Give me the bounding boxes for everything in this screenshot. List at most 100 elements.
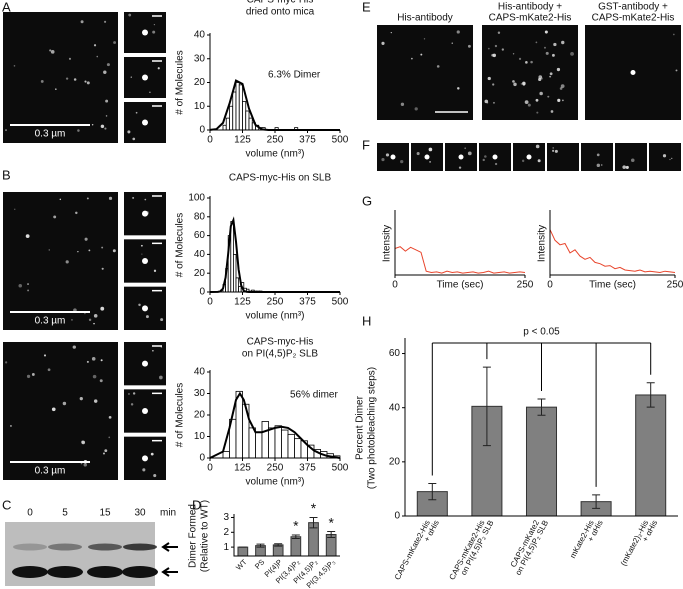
spot [160,318,164,322]
spot [512,80,515,83]
band [122,566,158,578]
spot [100,306,105,311]
spot [400,159,404,164]
spot [672,33,675,36]
spot [159,375,163,380]
trace [394,246,526,274]
spot [135,111,138,114]
spot [458,166,462,169]
spot [142,468,146,472]
spot [487,76,491,81]
error-bar [428,483,437,501]
spot [108,196,113,200]
spot [484,99,489,104]
spot [538,77,542,82]
spot [102,452,106,455]
spot [13,65,16,67]
annotation: 6.3% Dimer [268,70,321,81]
spot [142,29,148,36]
x-tick-label: 250 [267,463,284,474]
spot [142,74,148,81]
error-bar [592,494,601,509]
spot [153,24,156,26]
spot [429,161,431,163]
x-tick-label: WT [234,557,249,572]
spot [100,124,105,129]
spot [96,55,99,58]
spot [600,164,603,166]
y-axis-label: Intensity [382,225,393,262]
histogram-bar [242,101,247,131]
spot [108,415,112,419]
image-title: His-antibody + [498,2,562,13]
x-tick-label: 500 [332,463,349,474]
spot [493,101,495,104]
y-tick-label: 80 [194,211,206,222]
spot [512,53,515,55]
spot [501,48,505,51]
x-axis-label: Time (sec) [589,280,636,291]
y-tick-label: 2 [223,527,229,538]
x-tick-label: 500 [332,135,349,146]
spot [560,84,565,88]
micrograph [581,143,613,171]
spot [390,32,392,34]
y-tick-label: 30 [194,53,206,64]
spot [662,154,667,158]
histogram-bar [245,110,250,131]
spot [153,474,157,478]
spot [142,258,148,264]
scale-bar-label: 0.3 µm [35,316,66,327]
image-title: CAPS-mKate2-His [592,13,675,24]
y-tick-label: 20 [389,456,401,467]
spot [84,237,88,241]
x-tick-label: 375 [299,297,316,308]
spot [527,103,531,107]
chart-title: CAPS-myc-His on SLB [229,173,332,184]
spot [411,57,413,60]
spot [520,83,523,85]
y-tick-label: 1 [223,542,229,553]
spot [47,368,51,372]
micrograph [482,25,578,120]
spot [381,41,385,45]
time-label: 0 [27,508,33,519]
time-label: 30 [134,508,146,519]
spot [43,354,47,357]
spot [487,47,490,50]
spot [128,13,132,17]
histogram-bar [225,117,230,131]
time-label: 15 [99,508,111,519]
fit-curve [209,216,340,293]
spot [525,61,528,64]
spot [153,269,157,273]
axis [233,514,340,557]
x-tick-label: 0 [547,280,553,291]
spot [142,305,148,312]
error-bar [309,516,318,529]
y-tick-label: 20 [194,77,206,88]
spot [105,115,108,117]
spot [51,407,56,412]
spot [530,60,533,64]
spot [77,250,79,253]
spot [83,463,87,467]
spot [436,65,440,68]
spot [50,50,55,54]
spot [491,53,495,57]
x-tick-label: 250 [267,297,284,308]
spot [65,260,69,264]
histogram-bar [294,438,302,459]
micrograph [3,192,118,330]
spot [552,149,555,152]
chart-title: CAPS-myc-His [247,0,314,6]
spot [132,137,136,141]
spot [456,30,460,34]
x-tick-label: 375 [299,135,316,146]
spot [84,80,87,83]
spot [130,76,132,78]
spot [81,440,84,444]
y-axis-label: # of Molecules [175,383,186,447]
micrograph [3,342,118,480]
panel-letter: B [2,167,11,182]
